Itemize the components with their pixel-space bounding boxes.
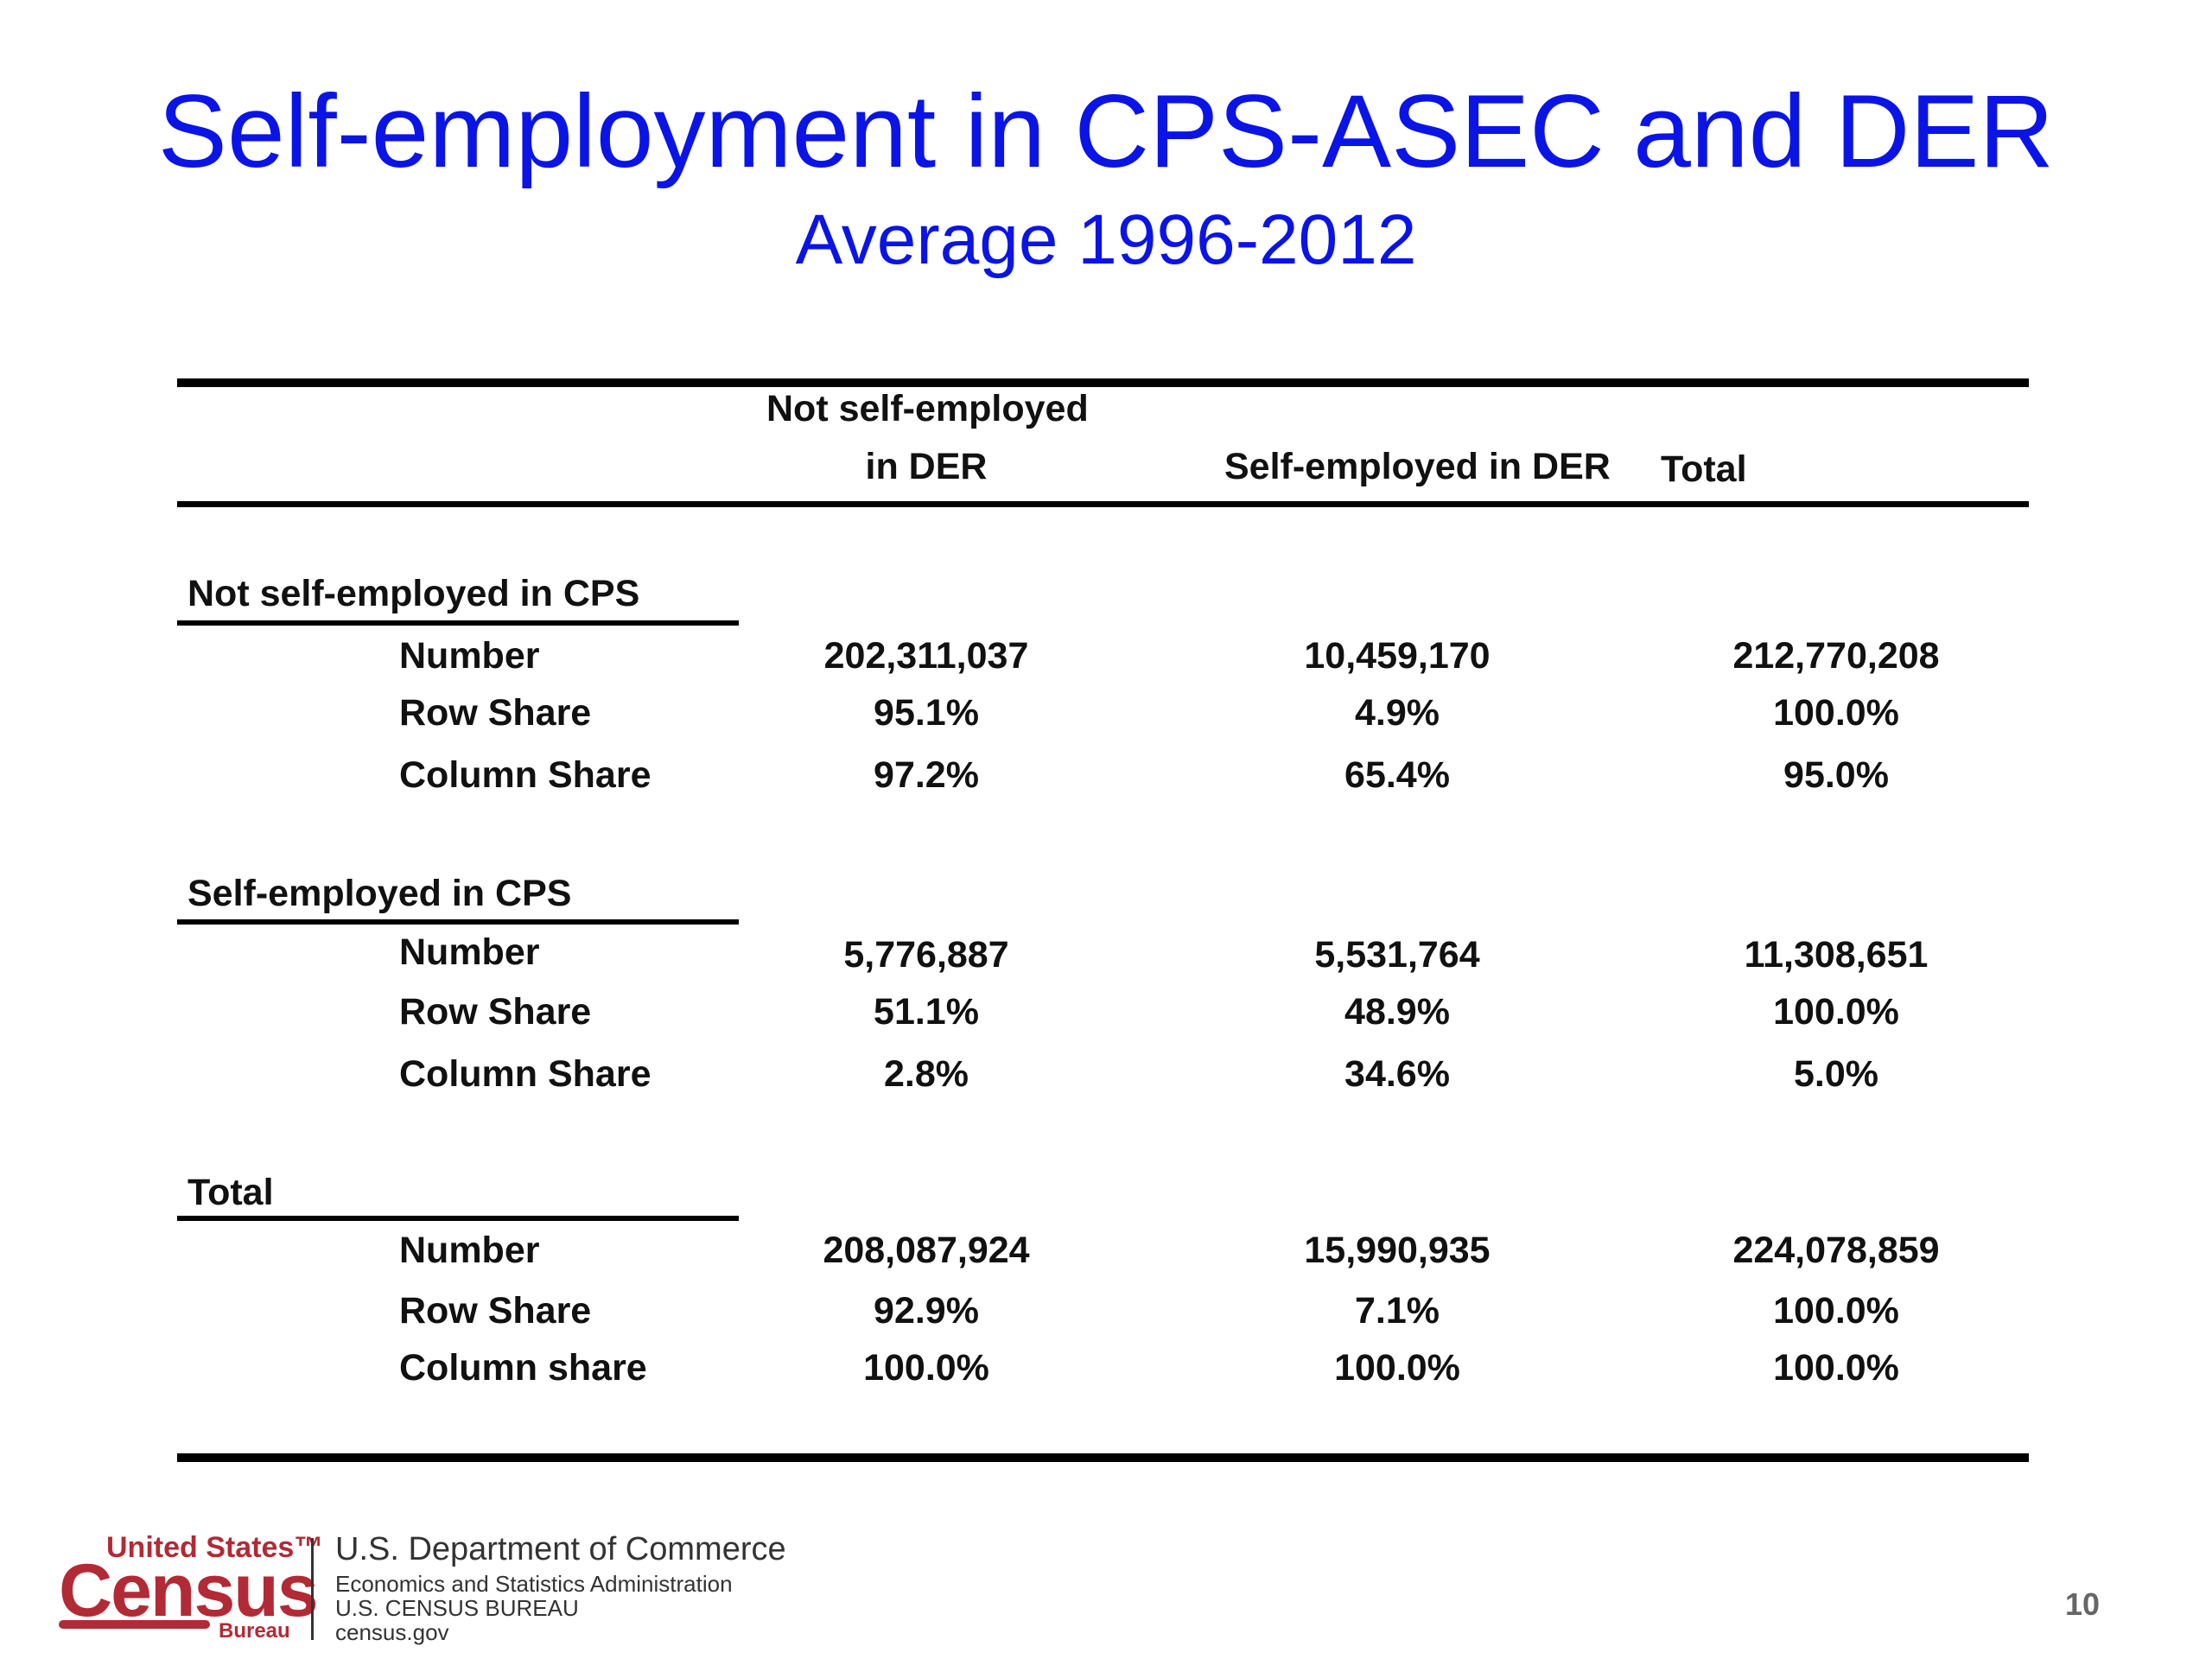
administration-name: Economics and Statistics Administration [335, 1571, 733, 1597]
website-text: census.gov [335, 1619, 449, 1645]
cell-value: 97.2% [874, 754, 979, 796]
cell-value: 48.9% [1344, 991, 1450, 1033]
header-bottom-rule [177, 501, 2029, 507]
cell-value: 100.0% [1773, 991, 1899, 1033]
group-underline [177, 620, 739, 626]
row-label: Row Share [399, 1290, 592, 1332]
header-self-employed-der: Self-employed in DER [1224, 446, 1611, 487]
page-number: 10 [2064, 1586, 2101, 1622]
group-label-not-self-employed-cps: Not self-employed in CPS [188, 573, 640, 614]
group-label-self-employed-cps: Self-employed in CPS [188, 873, 572, 914]
department-name: U.S. Department of Commerce [335, 1531, 786, 1567]
row-label: Number [399, 931, 540, 973]
cell-value: 224,078,859 [1732, 1230, 1940, 1271]
row-label: Number [399, 635, 540, 677]
cell-value: 212,770,208 [1732, 635, 1940, 677]
table-bottom-rule [177, 1453, 2029, 1462]
cell-value: 100.0% [1773, 1347, 1899, 1389]
slide-subtitle: Average 1996-2012 [795, 200, 1417, 279]
cell-value: 100.0% [1773, 1290, 1899, 1332]
logo-census-wordmark: Census [59, 1549, 319, 1632]
bureau-name: U.S. CENSUS BUREAU [335, 1595, 579, 1621]
cell-value: 100.0% [1334, 1347, 1460, 1389]
logo-united-states: United States™ [106, 1531, 324, 1564]
logo-divider [311, 1538, 314, 1640]
cell-value: 5,776,887 [843, 934, 1009, 976]
row-label: Row Share [399, 692, 592, 734]
header-total: Total [1661, 448, 1747, 490]
group-underline [177, 919, 739, 925]
row-label: Column Share [399, 754, 652, 796]
cell-value: 10,459,170 [1304, 635, 1491, 677]
cell-value: 95.0% [1783, 754, 1889, 796]
cell-value: 208,087,924 [823, 1230, 1030, 1271]
cell-value: 2.8% [883, 1053, 969, 1095]
row-label: Column Share [399, 1053, 652, 1095]
cell-value: 4.9% [1354, 692, 1440, 734]
cell-value: 11,308,651 [1744, 934, 1929, 976]
cell-value: 92.9% [874, 1290, 979, 1332]
cell-value: 15,990,935 [1304, 1230, 1491, 1271]
cell-value: 51.1% [874, 991, 979, 1033]
group-underline [177, 1216, 739, 1221]
cell-value: 34.6% [1344, 1053, 1450, 1095]
table-top-rule [177, 378, 2029, 387]
cell-value: 65.4% [1344, 754, 1450, 796]
cell-value: 100.0% [1773, 692, 1899, 734]
row-label: Number [399, 1230, 540, 1271]
cell-value: 7.1% [1354, 1290, 1440, 1332]
header-not-self-employed-der-line2: in DER [865, 446, 988, 487]
cell-value: 5.0% [1793, 1053, 1878, 1095]
row-label: Column share [399, 1347, 647, 1389]
cell-value: 5,531,764 [1314, 934, 1480, 976]
logo-bureau: Bureau [219, 1619, 290, 1643]
logo-swoosh [59, 1620, 210, 1629]
cell-value: 100.0% [863, 1347, 989, 1389]
slide-title: Self-employment in CPS-ASEC and DER [157, 73, 2055, 189]
row-label: Row Share [399, 991, 592, 1033]
header-not-self-employed-der-line1: Not self-employed [766, 388, 1089, 429]
group-label-total: Total [188, 1172, 274, 1213]
cell-value: 95.1% [874, 692, 979, 734]
cell-value: 202,311,037 [823, 635, 1029, 677]
